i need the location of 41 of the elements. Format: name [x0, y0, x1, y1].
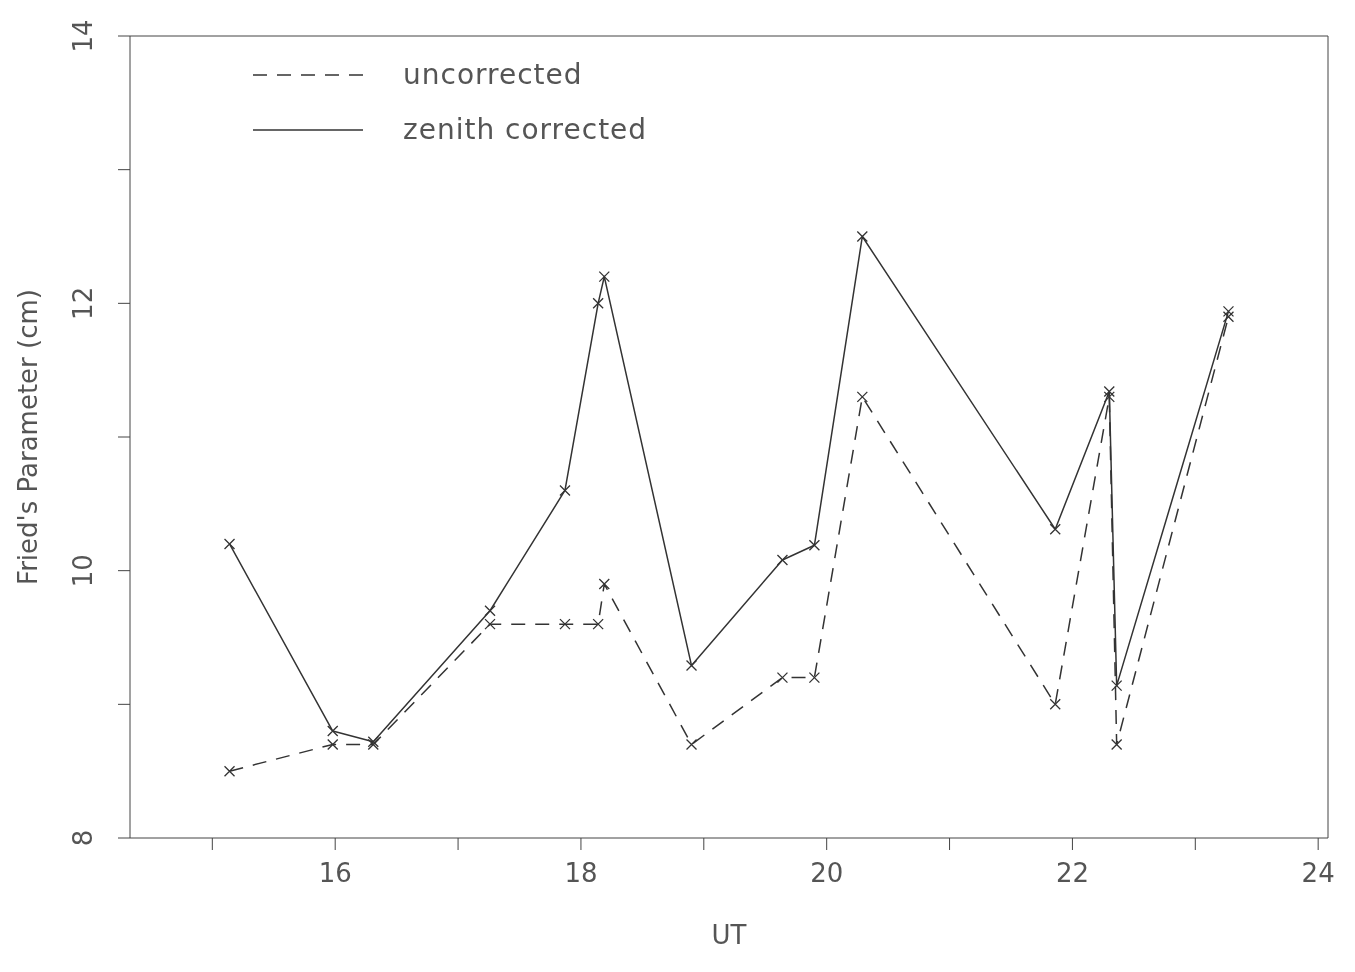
point — [484, 618, 496, 630]
point — [559, 484, 571, 497]
point — [223, 538, 236, 550]
y-tick-label: 10 — [68, 554, 98, 588]
point — [808, 671, 821, 684]
point — [1222, 305, 1235, 317]
legend-label: uncorrected — [403, 58, 583, 91]
y-tick-label: 8 — [68, 829, 98, 847]
point — [1049, 523, 1061, 535]
point — [856, 391, 868, 403]
point — [592, 297, 604, 309]
point — [856, 230, 868, 243]
y-tick-label: 14 — [68, 19, 98, 53]
point — [1103, 385, 1115, 398]
x-tick-label: 22 — [1055, 858, 1089, 889]
point — [776, 671, 789, 684]
point — [327, 725, 339, 737]
point — [559, 618, 571, 630]
y-axis-title: Fried's Parameter (cm) — [13, 289, 44, 585]
x-tick-label: 24 — [1301, 858, 1335, 889]
point — [327, 738, 339, 751]
point — [1103, 391, 1115, 403]
point — [685, 738, 698, 751]
x-tick-label: 18 — [564, 858, 598, 889]
point — [1111, 738, 1123, 751]
point — [598, 270, 610, 283]
x-tick-label: 16 — [318, 858, 352, 889]
point — [685, 659, 698, 672]
point — [223, 765, 236, 777]
x-axis-title: UT — [711, 920, 747, 950]
point — [484, 605, 496, 617]
point — [808, 539, 821, 551]
point — [1049, 698, 1061, 710]
point — [598, 578, 610, 590]
y-tick-label: 12 — [68, 286, 98, 320]
point — [592, 618, 604, 630]
x-tick-label: 20 — [810, 858, 844, 889]
point — [1222, 311, 1235, 323]
legend-label: zenith corrected — [403, 113, 648, 146]
point — [776, 554, 789, 566]
point — [1111, 679, 1123, 692]
